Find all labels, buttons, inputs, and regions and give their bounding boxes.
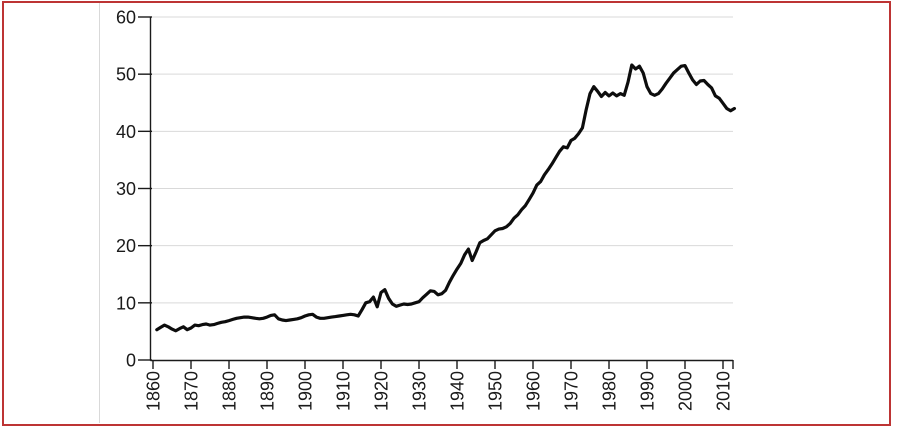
- y-tick-label: 0: [126, 351, 136, 371]
- y-tick-label: 10: [116, 293, 136, 313]
- x-tick-label: 1950: [486, 371, 506, 411]
- x-tick-label: 1900: [296, 371, 316, 411]
- axis-ticks: [138, 16, 734, 369]
- y-tick-label: 60: [116, 7, 136, 27]
- gridlines: [151, 16, 733, 304]
- x-tick-label: 2010: [714, 371, 734, 411]
- x-tick-label: 1960: [524, 371, 544, 411]
- x-tick-label: 1990: [638, 371, 658, 411]
- x-tick-label: 1890: [258, 371, 278, 411]
- x-tick-label: 1880: [220, 371, 240, 411]
- vertical-divider-line: [99, 3, 100, 423]
- data-series: [155, 63, 737, 333]
- data-series-line: [155, 63, 737, 333]
- x-tick-label: 1870: [182, 371, 202, 411]
- x-tick-label: 1970: [562, 371, 582, 411]
- y-tick-label: 20: [116, 236, 136, 256]
- x-tick-label: 1940: [448, 371, 468, 411]
- y-tick-label: 40: [116, 122, 136, 142]
- x-axis-tick-labels: 1860 1870 1880 1890 1900 1910 1920 1930 1940 1950…: [144, 371, 734, 411]
- x-tick-label: 1910: [334, 371, 354, 411]
- y-tick-label: 30: [116, 179, 136, 199]
- x-tick-label: 1980: [600, 371, 620, 411]
- x-tick-label: 2000: [676, 371, 696, 411]
- x-tick-label: 1860: [144, 371, 164, 411]
- x-tick-label: 1930: [410, 371, 430, 411]
- y-axis-tick-labels: 0 10 20 30 40 50 60: [116, 7, 136, 370]
- x-tick-label: 1920: [372, 371, 392, 411]
- y-tick-label: 50: [116, 65, 136, 85]
